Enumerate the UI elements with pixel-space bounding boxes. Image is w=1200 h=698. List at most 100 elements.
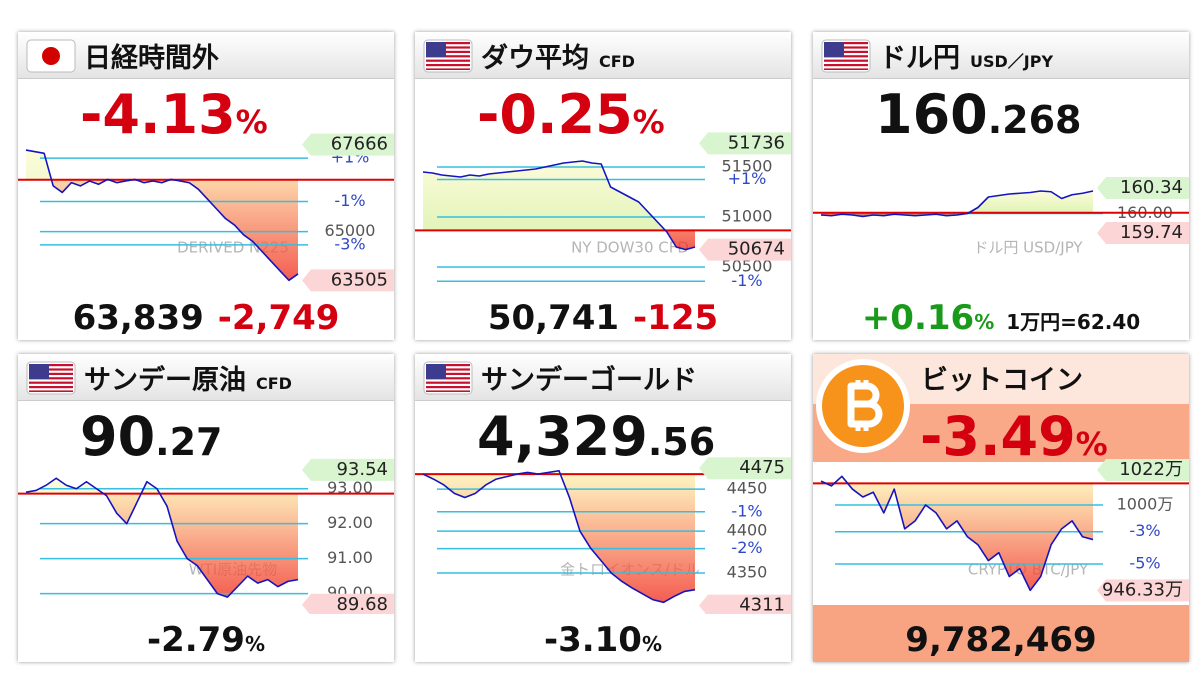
- flag: [423, 361, 473, 395]
- high-label: 67666: [331, 134, 388, 155]
- title-text: ダウ平均: [481, 43, 589, 74]
- price: 9,782,469: [905, 620, 1097, 660]
- footer: 63,839 -2,749: [18, 298, 394, 338]
- flag: [821, 39, 871, 73]
- high-label: 51736: [728, 132, 785, 153]
- change: -2,749: [217, 298, 340, 338]
- card-header: サンデー原油 CFD: [18, 354, 394, 401]
- headline-value: -0.25: [477, 83, 633, 146]
- low-tag: [699, 238, 791, 261]
- headline-value: 90: [80, 405, 156, 468]
- footer: 50,741 -125: [415, 298, 791, 338]
- low-label: 159.74: [1120, 222, 1183, 243]
- footer: -2.79%: [18, 620, 394, 660]
- headline: 160.268: [875, 84, 1082, 146]
- headline-fraction: .27: [155, 420, 223, 464]
- footer: -3.10%: [415, 620, 791, 660]
- card-header: サンデーゴールド: [415, 354, 791, 401]
- change-value: +0.16: [861, 298, 975, 338]
- headline-fraction: .268: [987, 98, 1082, 142]
- headline: 4,329.56: [477, 406, 715, 468]
- price-line: [820, 475, 1094, 592]
- price-line: [422, 160, 696, 251]
- title-text: ドル円: [879, 43, 960, 74]
- change-unit: %: [641, 632, 663, 656]
- change: +0.16%: [862, 298, 994, 338]
- footer-band: [813, 605, 1189, 662]
- tick-label: 93.00: [327, 478, 373, 497]
- low-label: 4311: [739, 595, 785, 614]
- tick-label: 65000: [325, 221, 376, 240]
- low-tag: [1097, 579, 1189, 602]
- headline-value: 160: [875, 83, 988, 146]
- footer: +0.16% 1万円=62.40: [813, 298, 1189, 338]
- tick-label: -3%: [1129, 521, 1160, 540]
- high-tag: [302, 133, 394, 156]
- market-card[interactable]: サンデーゴールド 4,329.56 金トロイオンス/ドル4450-1%4400-…: [415, 354, 791, 662]
- tick-label: +1%: [728, 169, 767, 188]
- change-unit: %: [974, 310, 995, 334]
- card-title: サンデー原油 CFD: [84, 358, 292, 397]
- low-tag: [302, 593, 394, 614]
- price-line: [25, 477, 299, 598]
- subtitle: CFD: [256, 374, 292, 393]
- headline-fraction: .56: [647, 420, 716, 464]
- price: 50,741: [487, 298, 620, 338]
- area-fill: [423, 474, 695, 603]
- tick-label: 4450: [727, 479, 768, 498]
- card-title: ダウ平均 CFD: [481, 36, 635, 75]
- low-label: 63505: [331, 269, 388, 290]
- headline: -0.25%: [477, 84, 665, 146]
- headline: 90.27: [80, 406, 222, 468]
- tick-label: 4350: [727, 562, 768, 581]
- low-label: 89.68: [336, 594, 388, 614]
- market-card[interactable]: 日経時間外 -4.13% DERIVED N225 +1% -1% 65000 -3% 6…: [18, 32, 394, 340]
- price: 63,839: [72, 298, 204, 338]
- change-unit: %: [244, 632, 266, 656]
- mini-chart: NY DOW30 CFD 51500+1% 51000 50500-1% 51736 50…: [415, 132, 791, 290]
- title-text: サンデー原油: [84, 365, 246, 396]
- flag: [423, 39, 473, 73]
- subtitle: CFD: [599, 52, 635, 71]
- tick-label: 50500: [722, 257, 773, 276]
- tick-label: 92.00: [327, 513, 373, 532]
- market-card[interactable]: ダウ平均 CFD -0.25% NY DOW30 CFD 51500 +1% 51000…: [415, 32, 791, 340]
- headline: -4.13%: [80, 84, 268, 146]
- flag: [26, 361, 76, 395]
- headline-value: 4,329: [477, 405, 648, 468]
- headline-value: -3.49: [920, 405, 1076, 468]
- tick-label: -1%: [731, 501, 762, 520]
- card-header: ダウ平均 CFD: [415, 32, 791, 79]
- market-card[interactable]: ビットコイン -3.49% CRYPTO BTC/JPY1000万-3%-5%1…: [813, 354, 1189, 662]
- area-fill: [821, 191, 1093, 213]
- high-label: 4475: [739, 457, 785, 478]
- low-tag: [302, 269, 394, 292]
- high-tag: [699, 457, 791, 480]
- low-tag: [699, 594, 791, 614]
- tick-label: -3%: [334, 234, 365, 253]
- card-title: 日経時間外: [84, 43, 219, 74]
- area-fill: [26, 478, 298, 494]
- headline-unit: %: [632, 103, 665, 141]
- market-card[interactable]: ドル円 USD／JPY 160.268 ドル円 USD/JPY 160.00 160.…: [813, 32, 1189, 340]
- high-tag: [1097, 458, 1189, 481]
- low-tag: [1097, 222, 1189, 244]
- subtitle: USD／JPY: [970, 52, 1054, 71]
- tick-label: 1000万: [1117, 494, 1174, 513]
- high-tag: [302, 458, 394, 481]
- tick-label: 4400: [727, 521, 768, 540]
- card-title: サンデーゴールド: [481, 365, 697, 396]
- headline-value: -4.13: [80, 83, 236, 146]
- high-label: 93.54: [336, 459, 388, 480]
- card-header: 日経時間外: [18, 32, 394, 79]
- low-label: 946.33万: [1102, 579, 1183, 600]
- tick-label: 91.00: [327, 548, 373, 567]
- headline-unit: %: [235, 103, 268, 141]
